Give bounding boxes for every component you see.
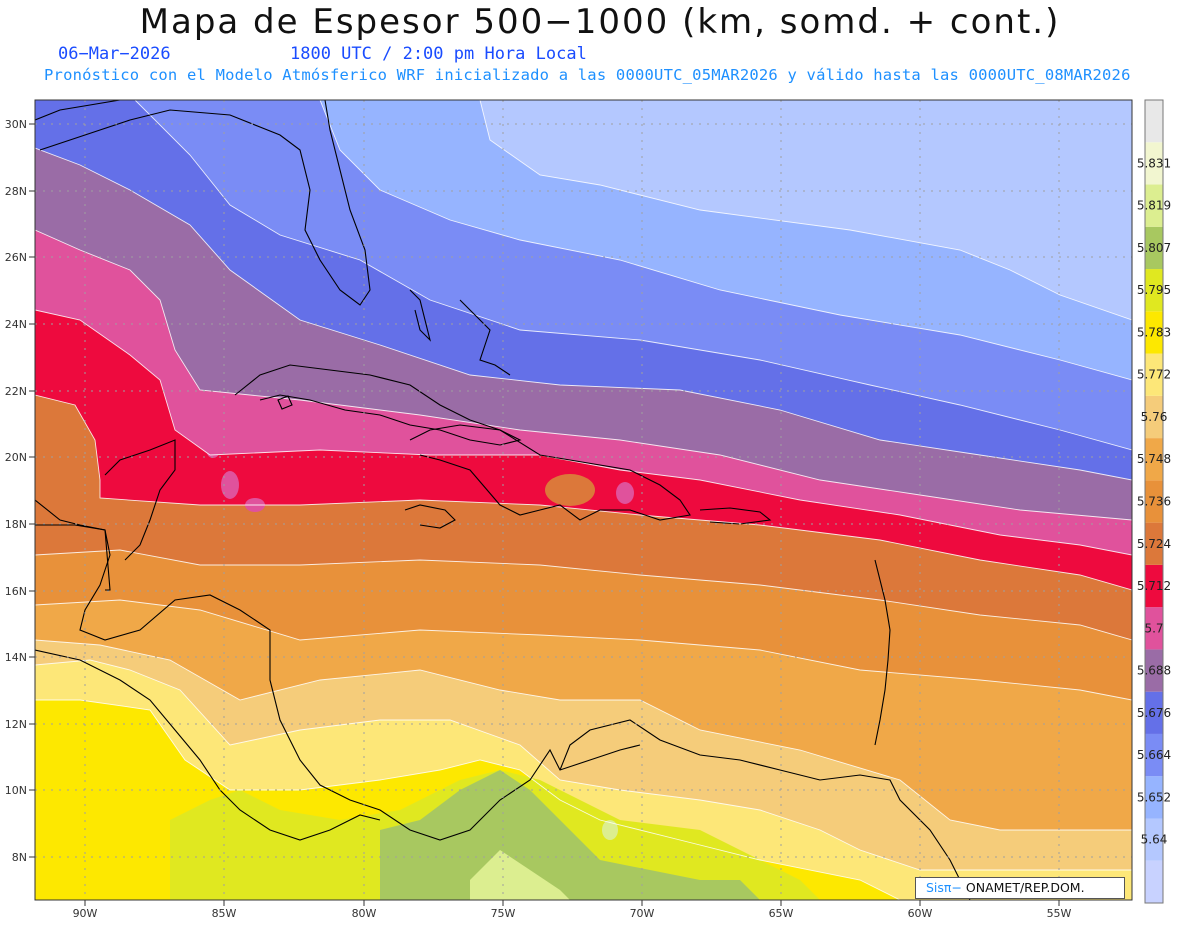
- forecast-subtitle: Pronóstico con el Modelo Atmósferico WRF…: [44, 66, 1131, 84]
- lat-label: 10N: [5, 784, 27, 797]
- colorbar-label: 5.652: [1137, 790, 1171, 804]
- lat-label: 24N: [5, 318, 27, 331]
- colorbar-swatch: [1145, 269, 1163, 312]
- cuba-coast: [234, 364, 522, 446]
- jamaica-coast: [404, 504, 456, 529]
- contour-lines: [35, 100, 1132, 900]
- colorbar-swatch: [1145, 733, 1163, 777]
- colorbar-label: 5.736: [1137, 495, 1171, 509]
- colorbar-label: 5.676: [1137, 706, 1171, 720]
- lat-label: 18N: [5, 518, 27, 531]
- graticule: [35, 100, 1132, 900]
- colorbar-swatch: [1145, 438, 1163, 481]
- lat-label: 20N: [5, 451, 27, 464]
- colorbar-swatch: [1145, 480, 1163, 523]
- colorbar-label: 5.7: [1144, 621, 1163, 635]
- isla-juventud: [277, 395, 293, 410]
- mexico-border: [35, 524, 111, 591]
- colorbar-swatch: [1145, 311, 1163, 354]
- colorbar-frame: [1144, 99, 1164, 904]
- colorbar-label: 5.748: [1137, 452, 1171, 466]
- colorbar-label: 5.688: [1137, 664, 1171, 678]
- bahamas: [409, 289, 432, 342]
- thickness-bands: [35, 100, 1132, 900]
- coastlines: [35, 100, 971, 900]
- colorbar-swatch: [1145, 100, 1163, 143]
- map-title: Mapa de Espesor 500−1000 (km, somd. + co…: [139, 2, 1061, 42]
- lat-label: 30N: [5, 118, 27, 131]
- colorbar-label: 5.807: [1137, 241, 1171, 255]
- central-america-coast: [35, 499, 641, 841]
- lon-labels: 90W 85W 80W 75W 70W 65W 60W 55W: [73, 907, 1072, 920]
- lesser-antilles: [874, 559, 891, 746]
- axis-ticks: [29, 123, 1060, 906]
- colorbar-swatch: [1145, 607, 1163, 650]
- colorbar-label: 5.664: [1137, 748, 1171, 762]
- colorbar-label: 5.76: [1141, 410, 1168, 424]
- colorbar: 5.64 5.652 5.664 5.676 5.688 5.7 5.712 5.724 5.7…: [1137, 99, 1171, 904]
- band-pocket: [602, 820, 618, 840]
- band-5.807: [380, 770, 760, 900]
- lat-label: 14N: [5, 651, 27, 664]
- colorbar-swatch: [1145, 226, 1163, 270]
- band-pocket: [616, 482, 634, 504]
- colorbar-swatch: [1145, 691, 1163, 734]
- colorbar-label: 5.724: [1137, 537, 1171, 551]
- credit-org: ONAMET/REP.DOM.: [965, 880, 1085, 895]
- colorbar-label: 5.64: [1141, 833, 1168, 847]
- lon-label: 60W: [908, 907, 933, 920]
- colorbar-swatch: [1145, 564, 1163, 608]
- lat-labels: 8N 10N 12N 14N 16N 18N 20N 22N 24N 26N 2…: [5, 118, 27, 864]
- lon-label: 65W: [769, 907, 794, 920]
- lat-label: 12N: [5, 718, 27, 731]
- colorbar-swatch: [1145, 818, 1163, 861]
- colorbar-label: 5.795: [1137, 283, 1171, 297]
- colorbar-swatch: [1145, 395, 1163, 439]
- colorbar-swatch: [1145, 142, 1163, 185]
- credit-brand: Sisπ−: [926, 880, 962, 895]
- lat-label: 8N: [12, 851, 27, 864]
- colorbar-label: 5.783: [1137, 325, 1171, 339]
- colorbar-label: 5.712: [1137, 579, 1171, 593]
- colorbar-swatch: [1145, 522, 1163, 565]
- yucatan-coast: [104, 439, 176, 561]
- band-pocket: [221, 471, 239, 499]
- forecast-time: 1800 UTC / 2:00 pm Hora Local: [290, 44, 587, 64]
- colorbar-swatch: [1145, 776, 1163, 819]
- puerto-rico-coast: [699, 507, 772, 525]
- lat-label: 26N: [5, 251, 27, 264]
- credit-box: Sisπ− ONAMET/REP.DOM.: [915, 877, 1125, 899]
- forecast-date: 06−Mar−2026: [58, 44, 171, 64]
- lon-label: 85W: [212, 907, 237, 920]
- florida-coast: [39, 100, 371, 306]
- lon-label: 90W: [73, 907, 98, 920]
- colorbar-swatch: [1145, 860, 1163, 903]
- band-5.819: [470, 850, 570, 900]
- lat-label: 22N: [5, 385, 27, 398]
- band-pocket: [545, 474, 595, 506]
- colorbar-swatch: [1145, 184, 1163, 227]
- lon-label: 75W: [491, 907, 516, 920]
- colorbar-label: 5.831: [1137, 156, 1171, 170]
- lat-label: 28N: [5, 185, 27, 198]
- colorbar-label: 5.772: [1137, 368, 1171, 382]
- hispaniola-coast: [409, 424, 691, 521]
- colorbar-swatch: [1145, 353, 1163, 396]
- colorbar-swatch: [1145, 649, 1163, 692]
- map-frame: [34, 99, 1133, 901]
- colorbar-label: 5.819: [1137, 199, 1171, 213]
- lon-label: 55W: [1047, 907, 1072, 920]
- band-pocket: [207, 446, 219, 458]
- lon-label: 80W: [352, 907, 377, 920]
- gulf-coast: [35, 100, 121, 121]
- lat-label: 16N: [5, 585, 27, 598]
- lon-label: 70W: [630, 907, 655, 920]
- bahamas-2: [459, 299, 511, 376]
